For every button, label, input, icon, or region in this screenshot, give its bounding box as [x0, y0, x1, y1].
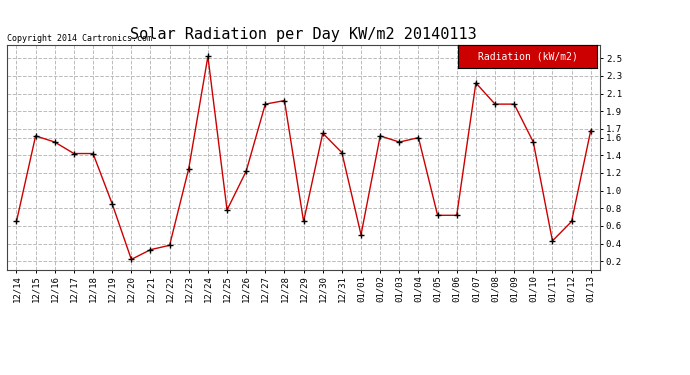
- Title: Solar Radiation per Day KW/m2 20140113: Solar Radiation per Day KW/m2 20140113: [130, 27, 477, 42]
- Text: Copyright 2014 Cartronics.com: Copyright 2014 Cartronics.com: [7, 34, 152, 43]
